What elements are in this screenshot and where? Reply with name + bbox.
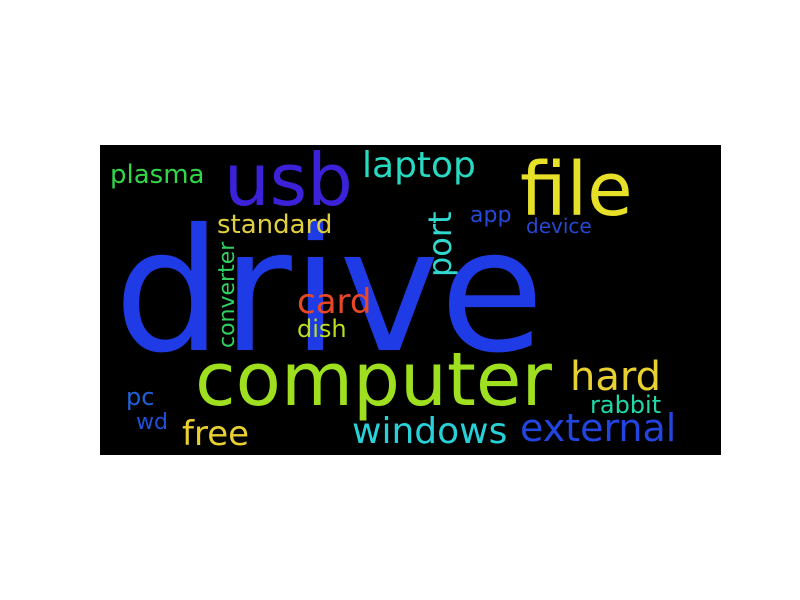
word-card: card [297, 282, 372, 322]
word-external: external [520, 406, 676, 450]
word-laptop: laptop [362, 145, 476, 186]
word-standard: standard [217, 210, 332, 240]
word-converter: converter [215, 241, 240, 348]
word-free: free [182, 414, 249, 454]
word-hard: hard [570, 354, 661, 400]
word-rabbit: rabbit [590, 391, 661, 419]
word-pc: pc [126, 383, 154, 411]
word-device: device [526, 214, 592, 238]
word-cloud: drive computer file usb laptop external … [100, 145, 721, 455]
word-windows: windows [352, 411, 507, 452]
word-dish: dish [297, 315, 347, 343]
word-usb: usb [224, 145, 353, 222]
word-drive: drive [114, 193, 544, 391]
word-file: file [520, 147, 633, 233]
word-port: port [421, 211, 459, 277]
word-wd: wd [136, 410, 168, 435]
word-plasma: plasma [110, 160, 204, 190]
word-cloud-canvas: drive computer file usb laptop external … [110, 145, 676, 454]
word-app: app [470, 203, 511, 228]
word-computer: computer [195, 337, 552, 423]
